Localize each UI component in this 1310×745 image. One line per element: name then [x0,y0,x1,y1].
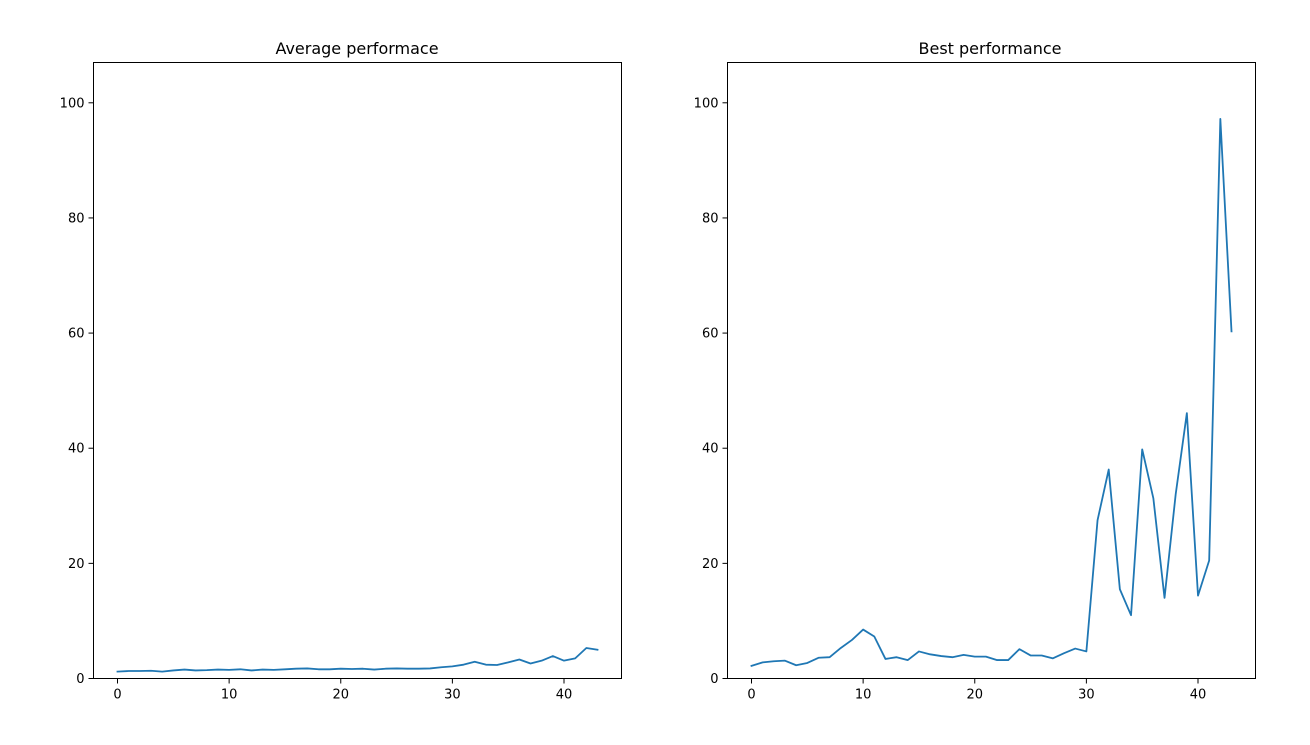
chart-title: Best performance [919,39,1062,58]
x-tick-label: 10 [221,688,238,703]
x-tick-label: 20 [966,688,983,703]
y-tick-label: 100 [60,96,85,111]
y-tick-label: 40 [68,442,85,457]
plot-area: 0 10 20 30 40 0 20 40 60 80 100 [694,96,1233,703]
y-tick-label: 0 [76,672,84,687]
series-line [750,118,1233,667]
axes-frame [93,62,622,679]
x-tick-label: 0 [113,688,121,703]
y-tick-label: 60 [68,327,85,342]
x-tick-label: 40 [556,688,573,703]
x-tick-label: 0 [747,688,755,703]
x-tick-label: 10 [855,688,872,703]
y-tick-label: 20 [68,557,85,572]
chart-title: Average performace [275,39,438,58]
chart-best-performance: Best performance 0 10 20 30 40 0 20 40 60 80 100 [694,39,1256,703]
axes-frame [727,62,1256,679]
y-tick-label: 40 [702,442,719,457]
y-tick-label: 100 [694,96,719,111]
x-tick-label: 30 [1078,688,1095,703]
x-tick-label: 20 [332,688,349,703]
y-tick-label: 60 [702,327,719,342]
y-tick-label: 0 [710,672,718,687]
series-line [116,647,599,673]
y-tick-label: 80 [68,211,85,226]
chart-average-performance: Average performace 0 10 20 30 40 0 20 40 60 80 100 [60,39,622,703]
y-tick-label: 20 [702,557,719,572]
plot-area: 0 10 20 30 40 0 20 40 60 80 100 [60,96,599,703]
x-tick-label: 30 [444,688,461,703]
x-tick-label: 40 [1190,688,1207,703]
y-tick-label: 80 [702,211,719,226]
